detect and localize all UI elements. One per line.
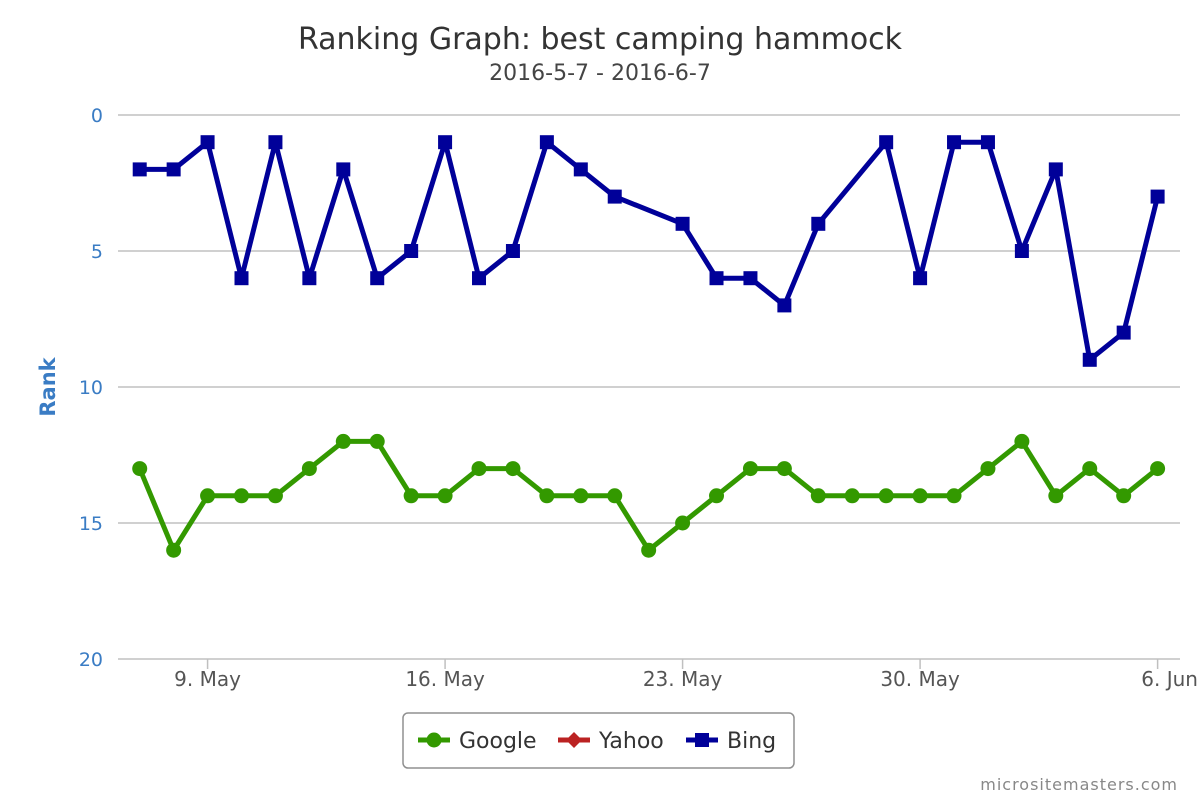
legend-label: Google	[459, 729, 537, 754]
google-point	[505, 461, 521, 477]
y-tick-label: 5	[91, 241, 103, 263]
google-point	[980, 461, 996, 477]
google-point	[132, 461, 148, 477]
bing-point	[573, 162, 588, 177]
google-point	[200, 488, 216, 504]
legend-box	[402, 712, 795, 769]
bing-point	[438, 135, 453, 150]
google-point	[301, 461, 317, 477]
google-point	[166, 542, 182, 558]
google-point	[1116, 488, 1132, 504]
x-tick-label: 16. May	[405, 667, 485, 691]
bing-point	[879, 135, 894, 150]
legend-marker	[426, 732, 442, 748]
google-point	[607, 488, 623, 504]
google-point	[267, 488, 283, 504]
y-tick-label: 15	[79, 513, 103, 535]
google-point	[776, 461, 792, 477]
x-tick-label: 9. May	[174, 667, 241, 691]
bing-point	[1116, 325, 1131, 340]
bing-point	[166, 162, 181, 177]
y-axis-title: Rank	[36, 356, 60, 416]
google-point	[335, 433, 351, 449]
y-tick-label: 20	[79, 649, 103, 671]
x-tick-label: 30. May	[880, 667, 960, 691]
google-point	[810, 488, 826, 504]
bing-point	[743, 271, 758, 286]
legend: Google Yahoo Bing	[402, 712, 795, 769]
bing-point	[607, 189, 622, 204]
bing-series	[132, 135, 1165, 367]
bing-point	[777, 298, 792, 313]
grid-lines	[118, 114, 1180, 660]
google-point	[1014, 433, 1030, 449]
google-point	[437, 488, 453, 504]
google-point	[369, 433, 385, 449]
y-tick-label: 10	[79, 377, 103, 399]
chart-title: Ranking Graph: best camping hammock	[298, 22, 903, 57]
google-point	[573, 488, 589, 504]
legend-marker	[695, 733, 709, 747]
google-point	[1150, 461, 1166, 477]
google-point	[844, 488, 860, 504]
legend-label: Yahoo	[598, 729, 664, 754]
bing-point	[947, 135, 962, 150]
bing-point	[505, 244, 520, 258]
bing-point	[472, 271, 487, 286]
chart-subtitle: 2016-5-7 - 2016-6-7	[489, 61, 711, 86]
bing-point	[370, 271, 385, 286]
y-axis-ticks: 0 5 10 15 20	[79, 105, 103, 671]
google-series	[132, 433, 1166, 558]
bing-point	[1082, 352, 1097, 367]
google-point	[1082, 461, 1098, 477]
google-point	[878, 488, 894, 504]
bing-point	[811, 216, 826, 231]
google-point	[946, 488, 962, 504]
x-tick-label: 23. May	[643, 667, 723, 691]
bing-point	[336, 162, 351, 177]
google-point	[675, 515, 691, 531]
series-group	[132, 135, 1166, 558]
google-point	[539, 488, 555, 504]
bing-point	[913, 271, 928, 286]
legend-label: Bing	[727, 729, 776, 754]
google-point	[912, 488, 928, 504]
legend-item-yahoo[interactable]: Yahoo	[558, 729, 664, 754]
bing-point	[1014, 244, 1029, 258]
bing-point	[709, 271, 724, 286]
legend-item-google[interactable]: Google	[418, 729, 537, 754]
bing-point	[539, 135, 554, 150]
google-point	[709, 488, 725, 504]
x-tick-label: 6. Jun	[1141, 667, 1198, 691]
google-point	[641, 542, 657, 558]
legend-item-bing[interactable]: Bing	[686, 729, 776, 754]
bing-point	[675, 216, 690, 231]
bing-point	[234, 271, 249, 286]
google-line	[137, 438, 1161, 553]
google-point	[1048, 488, 1064, 504]
bing-point	[268, 135, 283, 150]
google-point	[471, 461, 487, 477]
legend-marker	[566, 732, 582, 748]
google-point	[742, 461, 758, 477]
bing-point	[132, 162, 147, 177]
google-point	[403, 488, 419, 504]
bing-point	[1048, 162, 1063, 177]
bing-point	[980, 135, 995, 150]
x-axis-ticks: 9. May 16. May 23. May 30. May 6. Jun	[174, 659, 1198, 691]
bing-point	[404, 244, 419, 258]
credit-text[interactable]: micrositemasters.com	[980, 775, 1178, 794]
bing-point	[1150, 189, 1165, 204]
bing-point	[302, 271, 317, 286]
y-tick-label: 0	[91, 105, 103, 127]
google-point	[234, 488, 250, 504]
bing-point	[200, 135, 215, 150]
